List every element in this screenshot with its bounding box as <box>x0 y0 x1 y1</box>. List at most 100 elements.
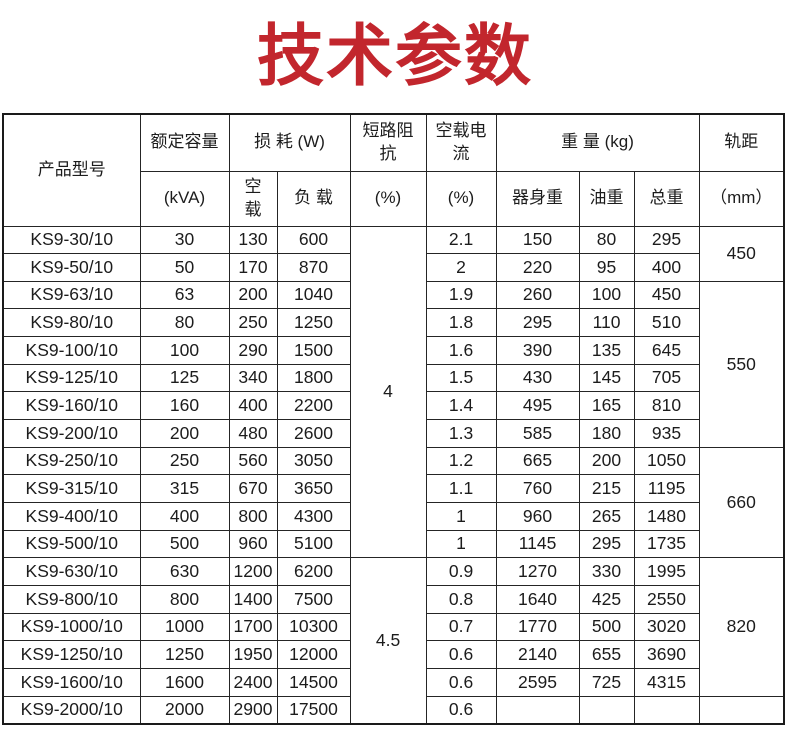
cell-rated-capacity: 630 <box>139 557 230 587</box>
cell-on-load-loss: 2600 <box>276 419 351 448</box>
cell-product-model: KS9-50/10 <box>2 253 141 282</box>
cell-no-load-current: 2.1 <box>425 225 497 255</box>
cell-product-model: KS9-200/10 <box>2 419 141 448</box>
cell-no-load-current: 0.6 <box>425 640 497 669</box>
header-no-load-loss: 空 载 <box>228 170 278 227</box>
cell-product-model: KS9-2000/10 <box>2 695 141 725</box>
cell-on-load-loss: 4300 <box>276 502 351 531</box>
cell-product-model: KS9-80/10 <box>2 308 141 338</box>
cell-rated-capacity: 500 <box>139 529 230 559</box>
cell-total-weight: 810 <box>633 391 700 421</box>
cell-no-load-current: 1.5 <box>425 363 497 393</box>
cell-product-model: KS9-100/10 <box>2 336 141 365</box>
cell-total-weight: 1195 <box>633 474 700 504</box>
cell-on-load-loss: 5100 <box>276 529 351 559</box>
cell-no-load-loss: 170 <box>228 253 278 282</box>
cell-body-weight: 150 <box>495 225 580 255</box>
cell-total-weight: 705 <box>633 363 700 393</box>
cell-no-load-current: 1.4 <box>425 391 497 421</box>
cell-product-model: KS9-1250/10 <box>2 640 141 669</box>
header-rated-capacity: 额定容量 <box>139 113 230 172</box>
cell-rated-capacity: 800 <box>139 585 230 614</box>
cell-no-load-current: 0.7 <box>425 612 497 642</box>
header-no-load-current: 空载电 流 <box>425 113 497 172</box>
cell-total-weight: 1735 <box>633 529 700 559</box>
cell-no-load-loss: 670 <box>228 474 278 504</box>
cell-no-load-loss: 290 <box>228 336 278 365</box>
table-row: KS9-1000/10 1000 1700 10300 0.7 1770 500 3020 <box>2 612 784 642</box>
cell-no-load-loss: 800 <box>228 502 278 531</box>
cell-rated-capacity: 50 <box>139 253 230 282</box>
cell-oil-weight: 135 <box>578 336 635 365</box>
cell-no-load-loss: 480 <box>228 419 278 448</box>
cell-product-model: KS9-63/10 <box>2 280 141 310</box>
cell-on-load-loss: 10300 <box>276 612 351 642</box>
cell-rated-capacity: 1600 <box>139 668 230 697</box>
cell-body-weight <box>495 695 580 725</box>
cell-total-weight <box>633 695 700 725</box>
cell-oil-weight: 200 <box>578 446 635 476</box>
cell-oil-weight: 215 <box>578 474 635 504</box>
cell-on-load-loss: 1040 <box>276 280 351 310</box>
cell-no-load-loss: 1950 <box>228 640 278 669</box>
cell-body-weight: 495 <box>495 391 580 421</box>
cell-no-load-current: 1.6 <box>425 336 497 365</box>
cell-no-load-current: 1.8 <box>425 308 497 338</box>
cell-rail-gauge <box>698 695 785 725</box>
cell-on-load-loss: 6200 <box>276 557 351 587</box>
cell-rated-capacity: 250 <box>139 446 230 476</box>
cell-no-load-loss: 400 <box>228 391 278 421</box>
cell-total-weight: 1050 <box>633 446 700 476</box>
cell-oil-weight: 725 <box>578 668 635 697</box>
cell-rated-capacity: 100 <box>139 336 230 365</box>
cell-no-load-current: 1.9 <box>425 280 497 310</box>
cell-rated-capacity: 80 <box>139 308 230 338</box>
header-total-weight: 总重 <box>633 170 700 227</box>
cell-no-load-current: 1.3 <box>425 419 497 448</box>
table-row: KS9-1250/10 1250 1950 12000 0.6 2140 655 3690 <box>2 640 784 669</box>
cell-total-weight: 935 <box>633 419 700 448</box>
header-loss: 损 耗 (W) <box>228 113 351 172</box>
header-rail-gauge: 轨距 <box>698 113 785 172</box>
cell-no-load-current: 0.6 <box>425 695 497 725</box>
cell-rated-capacity: 400 <box>139 502 230 531</box>
cell-total-weight: 1995 <box>633 557 700 587</box>
cell-no-load-current: 1.1 <box>425 474 497 504</box>
cell-product-model: KS9-1000/10 <box>2 612 141 642</box>
cell-product-model: KS9-500/10 <box>2 529 141 559</box>
cell-body-weight: 430 <box>495 363 580 393</box>
cell-body-weight: 1270 <box>495 557 580 587</box>
cell-no-load-loss: 1400 <box>228 585 278 614</box>
cell-on-load-loss: 1800 <box>276 363 351 393</box>
cell-on-load-loss: 600 <box>276 225 351 255</box>
cell-no-load-loss: 250 <box>228 308 278 338</box>
cell-rated-capacity: 1000 <box>139 612 230 642</box>
table-row: KS9-125/10 125 340 1800 1.5 430 145 705 <box>2 363 784 393</box>
cell-total-weight: 450 <box>633 280 700 310</box>
cell-oil-weight: 110 <box>578 308 635 338</box>
cell-oil-weight: 95 <box>578 253 635 282</box>
cell-product-model: KS9-800/10 <box>2 585 141 614</box>
cell-rated-capacity: 160 <box>139 391 230 421</box>
cell-product-model: KS9-125/10 <box>2 363 141 393</box>
cell-no-load-loss: 2900 <box>228 695 278 725</box>
cell-total-weight: 3020 <box>633 612 700 642</box>
cell-body-weight: 260 <box>495 280 580 310</box>
cell-on-load-loss: 7500 <box>276 585 351 614</box>
cell-no-load-current: 1 <box>425 529 497 559</box>
cell-on-load-loss: 2200 <box>276 391 351 421</box>
table-header: 产品型号 额定容量 损 耗 (W) 短路阻 抗 空载电 流 重 量 (kg) 轨… <box>2 113 785 227</box>
cell-product-model: KS9-400/10 <box>2 502 141 531</box>
cell-on-load-loss: 870 <box>276 253 351 282</box>
cell-rated-capacity: 30 <box>139 225 230 255</box>
header-row-2: (kVA) 空 载 负 载 (%) (%) 器身重 油重 总重 （mm） <box>3 170 785 227</box>
header-impedance-unit: (%) <box>349 170 427 227</box>
table-row: KS9-630/10 630 1200 6200 4.5 0.9 1270 330 1995 82… <box>2 557 785 725</box>
cell-rated-capacity: 1250 <box>139 640 230 669</box>
cell-product-model: KS9-250/10 <box>2 446 141 476</box>
cell-no-load-current: 0.6 <box>425 668 497 697</box>
cell-no-load-loss: 200 <box>228 280 278 310</box>
header-row-1: 产品型号 额定容量 损 耗 (W) 短路阻 抗 空载电 流 重 量 (kg) 轨… <box>2 113 785 227</box>
cell-total-weight: 1480 <box>633 502 700 531</box>
table-row: KS9-800/10 800 1400 7500 0.8 1640 425 2550 <box>2 585 784 614</box>
